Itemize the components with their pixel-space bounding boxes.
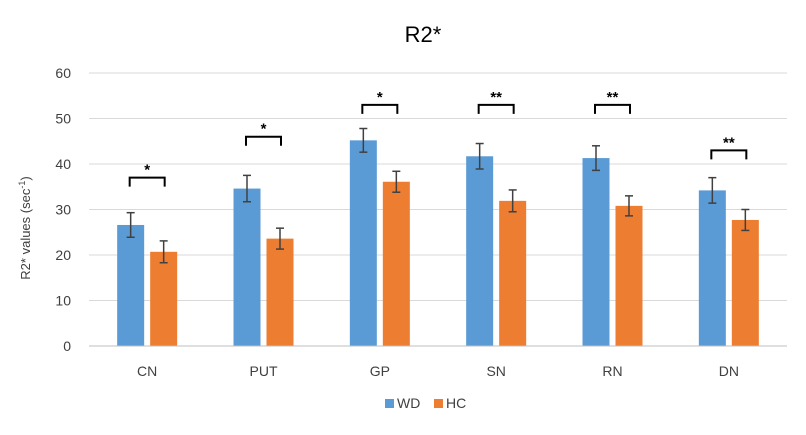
significance-label: ** xyxy=(723,134,735,151)
significance-label: ** xyxy=(607,89,619,106)
legend-swatch-wd xyxy=(385,399,394,408)
error-bar-hc-put xyxy=(276,227,284,250)
error-bar-hc-dn xyxy=(741,208,750,232)
significance-bracket-rn: ** xyxy=(594,89,631,114)
error-bar-wd-rn xyxy=(592,145,600,172)
x-tick-label: SN xyxy=(486,363,505,379)
bar-wd-cn xyxy=(117,224,145,346)
legend[interactable]: WD HC xyxy=(385,395,466,411)
error-bar-hc-sn xyxy=(508,189,517,213)
error-bar-wd-gp xyxy=(359,127,368,153)
bar-hc-sn xyxy=(499,200,527,346)
x-tick-label: GP xyxy=(370,363,390,379)
x-tick-label: PUT xyxy=(250,363,278,379)
chart-title: R2* xyxy=(405,22,442,47)
significance-brackets: *** ** **** xyxy=(128,89,748,187)
significance-bracket-gp: * xyxy=(361,89,399,114)
bracket-line xyxy=(594,103,631,114)
significance-label: ** xyxy=(490,89,502,106)
legend-item-wd[interactable]: WD xyxy=(385,395,420,411)
significance-label: * xyxy=(377,89,383,106)
x-tick-label: CN xyxy=(137,363,157,379)
y-tick-label: 50 xyxy=(55,111,71,127)
error-bar-wd-sn xyxy=(475,142,484,170)
y-axis-label: R2* values (sec-1) xyxy=(17,176,33,279)
bracket-line xyxy=(477,103,515,114)
significance-bracket-put: * xyxy=(245,121,282,146)
y-tick-label: 10 xyxy=(55,293,71,309)
bar-hc-dn xyxy=(731,219,759,346)
bracket-line xyxy=(128,176,166,187)
x-tick-label: DN xyxy=(719,363,739,379)
bar-wd-put xyxy=(233,188,261,346)
bar-hc-cn xyxy=(150,251,178,346)
bar-hc-rn xyxy=(615,205,643,346)
error-bars xyxy=(126,127,750,264)
bracket-line xyxy=(710,149,748,160)
significance-bracket-sn: ** xyxy=(477,89,515,114)
bracket-line xyxy=(361,103,399,114)
y-tick-label: 30 xyxy=(55,202,71,218)
error-bar-hc-gp xyxy=(392,170,401,193)
bar-wd-rn xyxy=(582,158,610,346)
legend-label: HC xyxy=(446,395,466,411)
significance-label: * xyxy=(144,162,150,179)
legend-item-hc[interactable]: HC xyxy=(434,395,466,411)
error-bar-hc-rn xyxy=(625,195,633,217)
bars xyxy=(117,140,759,346)
bar-wd-dn xyxy=(698,190,726,346)
significance-label: * xyxy=(261,121,267,138)
bar-hc-gp xyxy=(382,181,410,346)
y-tick-label: 20 xyxy=(55,247,71,263)
gridlines xyxy=(89,72,787,301)
bracket-line xyxy=(245,135,282,146)
y-tick-label: 0 xyxy=(63,338,71,354)
significance-bracket-cn: * xyxy=(128,162,166,187)
legend-swatch-hc xyxy=(434,399,443,408)
x-tick-label: RN xyxy=(602,363,622,379)
y-tick-labels: 0 10 20 30 40 50 60 xyxy=(55,65,71,354)
error-bar-wd-cn xyxy=(126,211,135,239)
error-bar-wd-dn xyxy=(708,176,717,204)
legend-label: WD xyxy=(397,395,420,411)
y-tick-label: 60 xyxy=(55,65,71,81)
y-tick-label: 40 xyxy=(55,156,71,172)
significance-bracket-dn: ** xyxy=(710,134,748,160)
bar-wd-sn xyxy=(466,156,494,346)
error-bar-hc-cn xyxy=(159,240,168,264)
x-tick-labels: CN PUT GP SN RN DN xyxy=(137,363,739,379)
error-bar-wd-put xyxy=(243,174,251,203)
bar-wd-gp xyxy=(349,140,377,346)
bar-hc-put xyxy=(266,238,294,346)
